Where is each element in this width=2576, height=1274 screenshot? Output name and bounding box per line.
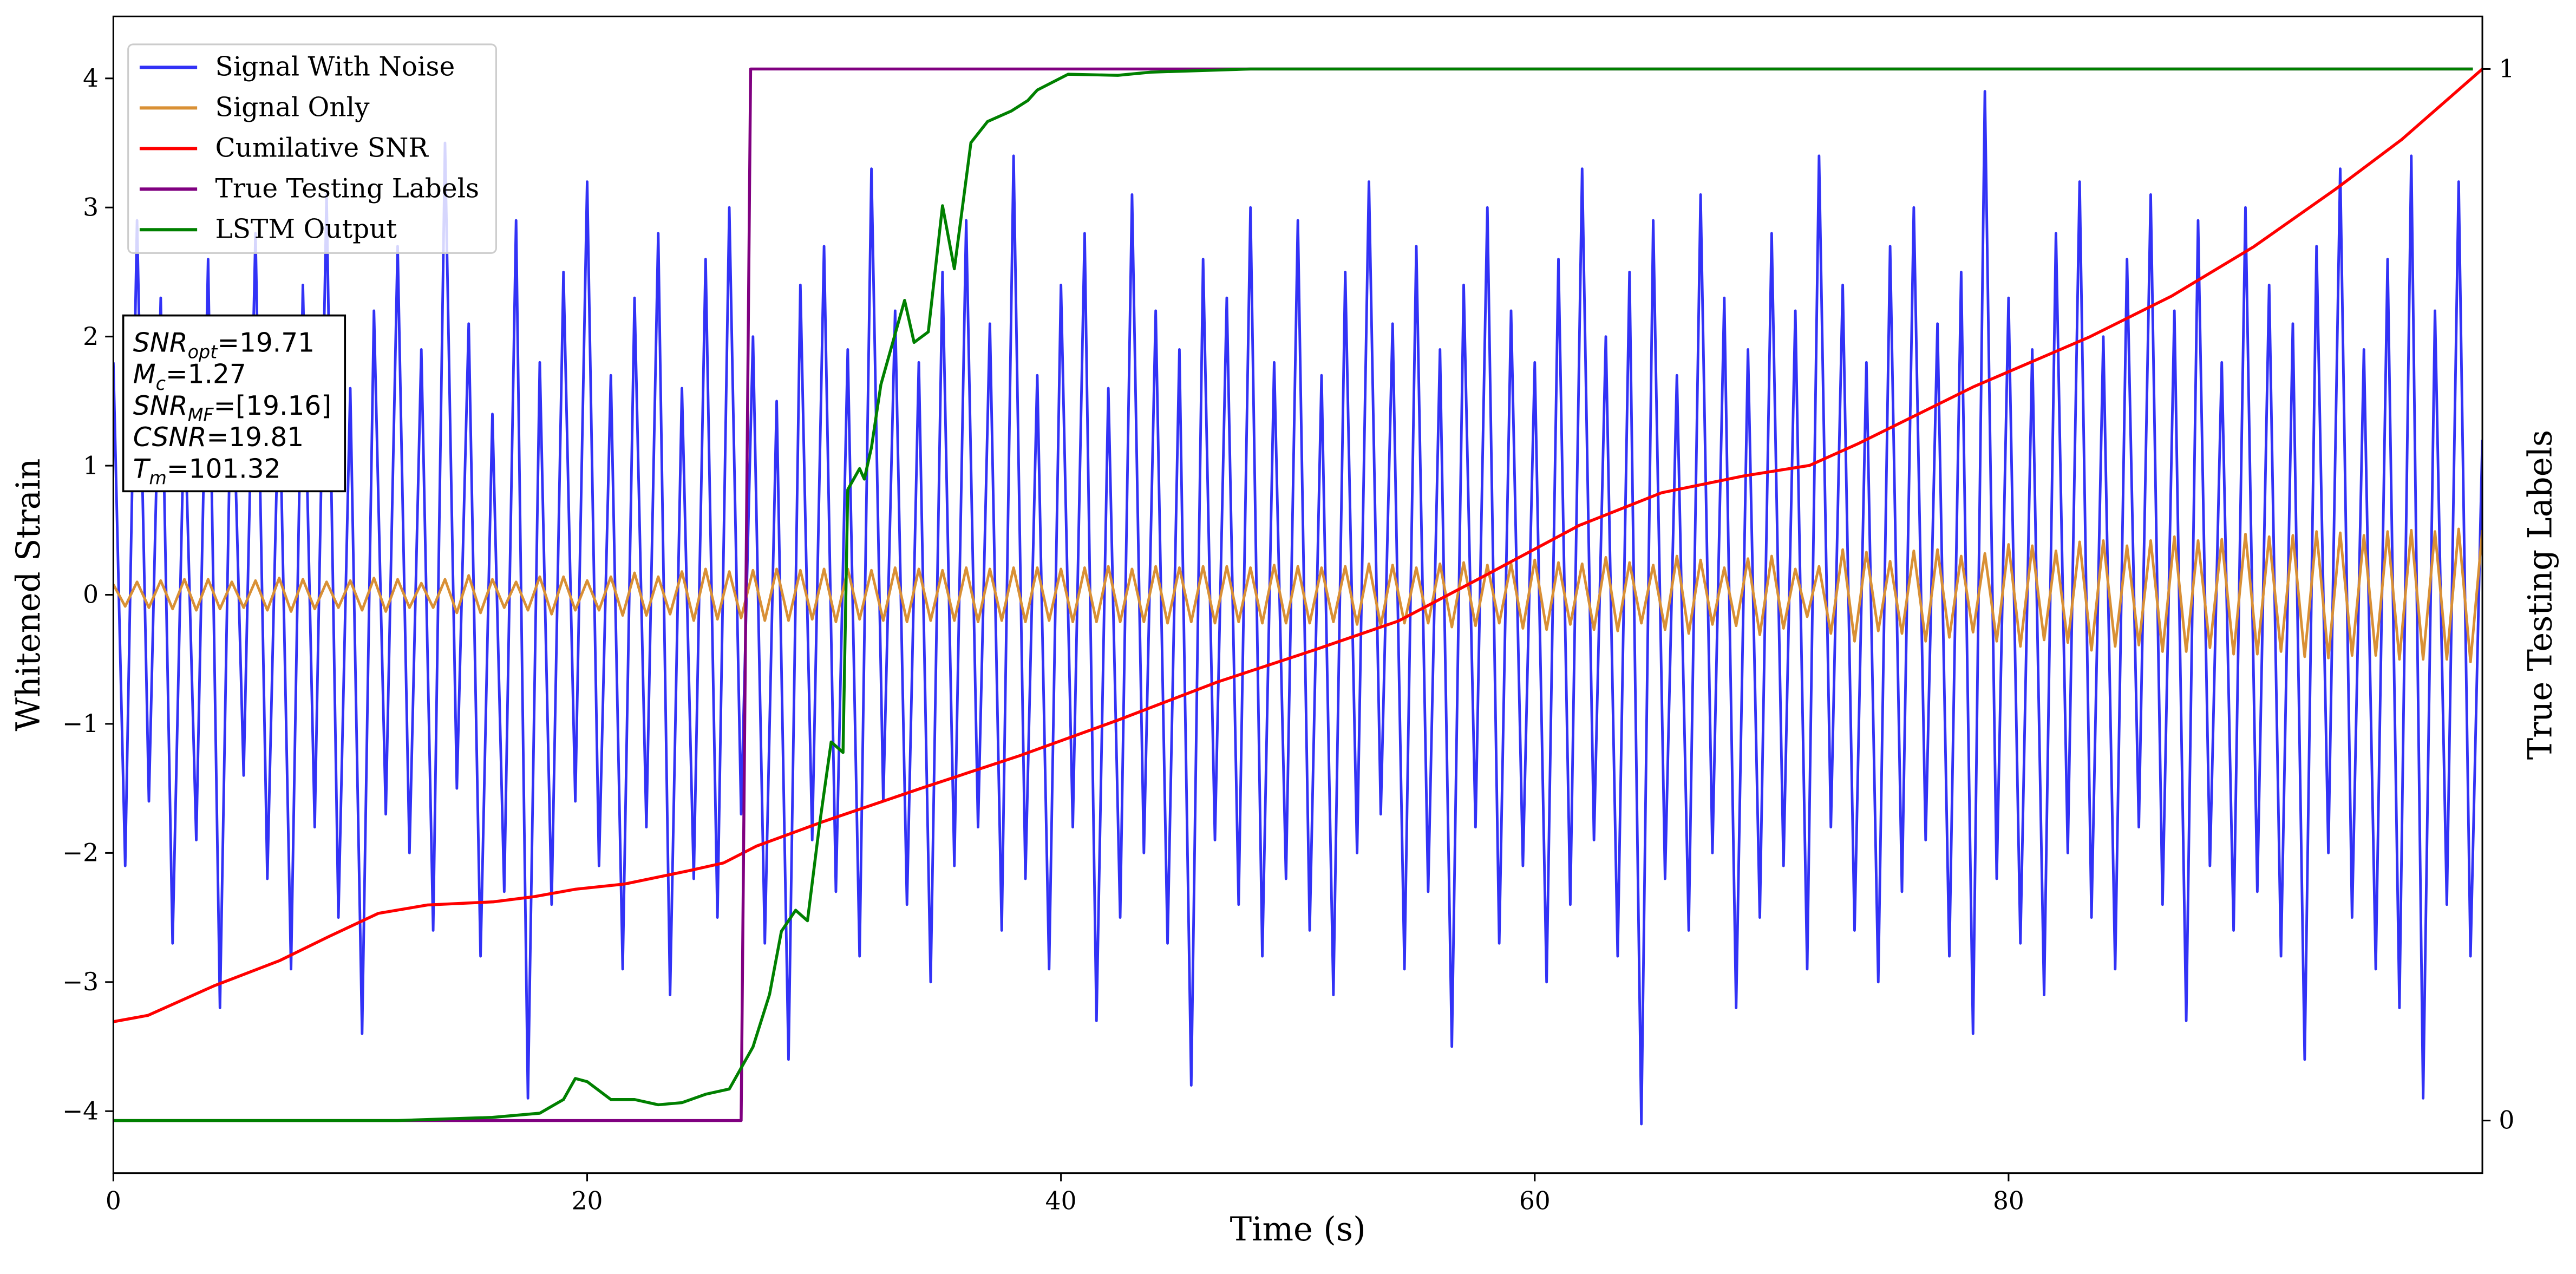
x-tick-label: 60 (1519, 1186, 1551, 1215)
annotation-value: =19.81 (206, 422, 304, 453)
annotation-symbol: M (133, 360, 156, 390)
y-tick-label: 3 (83, 193, 99, 221)
x-axis-label: Time (s) (1230, 1211, 1366, 1249)
annotation-subscript: m (149, 468, 166, 489)
legend-label: True Testing Labels (215, 173, 480, 204)
y-tick-label: 2 (83, 322, 99, 351)
legend-label: Signal With Noise (215, 52, 455, 82)
x-tick-label: 20 (572, 1186, 603, 1215)
annotation-symbol: SNR (133, 328, 188, 358)
annotation-value: =1.27 (166, 360, 246, 390)
annotation-line: Tm=101.32 (133, 454, 281, 488)
annotation-line: Mc=1.27 (133, 360, 246, 394)
annotation-value: =101.32 (167, 454, 281, 484)
annotation-symbol: SNR (133, 391, 188, 421)
y-tick-label: −4 (62, 1096, 99, 1125)
annotation-value: =19.71 (217, 328, 315, 358)
legend-label: Cumilative SNR (215, 133, 429, 163)
y-tick-label: −1 (62, 709, 99, 738)
y-tick-label: −3 (62, 968, 99, 996)
annotation-symbol: T (133, 454, 151, 484)
y-axis-label: Whitened Strain (10, 459, 48, 731)
annotation-line: CSNR=19.81 (133, 422, 304, 453)
y2-tick-label: 1 (2499, 55, 2514, 83)
annotation-subscript: opt (188, 342, 219, 363)
series-line (113, 90, 2483, 1126)
y-tick-label: −2 (62, 839, 99, 867)
annotation-box (122, 314, 346, 493)
series-line (113, 527, 2483, 663)
legend-label: LSTM Output (215, 214, 397, 244)
annotation-line: SNRopt=19.71 (133, 328, 315, 362)
series-line (113, 68, 2483, 1023)
x-tick-label: 80 (1993, 1186, 2024, 1215)
annotation: SNRopt=19.71Mc=1.27SNRMF=[19.16]CSNR=19.… (122, 314, 346, 493)
annotation-line: SNRMF=[19.16] (133, 391, 331, 426)
legend-label: Signal Only (215, 93, 370, 123)
plot-area (113, 67, 2483, 1126)
annotation-subscript: c (156, 373, 166, 394)
annotation-subscript: MF (188, 404, 214, 426)
y2-tick-label: 0 (2499, 1106, 2514, 1135)
annotation-symbol: CSNR (133, 422, 207, 453)
y-tick-label: 0 (83, 580, 99, 609)
x-tick-label: 40 (1045, 1186, 1077, 1215)
y2-axis-label: True Testing Labels (2521, 430, 2559, 760)
y-tick-label: 4 (83, 64, 99, 93)
annotation-value: =[19.16] (214, 391, 332, 421)
legend: Signal With Noise Signal Only Cumilative S… (127, 43, 497, 254)
series-line (113, 67, 2473, 1122)
x-tick-label: 0 (106, 1186, 121, 1215)
y-tick-label: 1 (83, 451, 99, 480)
legend-box (127, 43, 497, 254)
